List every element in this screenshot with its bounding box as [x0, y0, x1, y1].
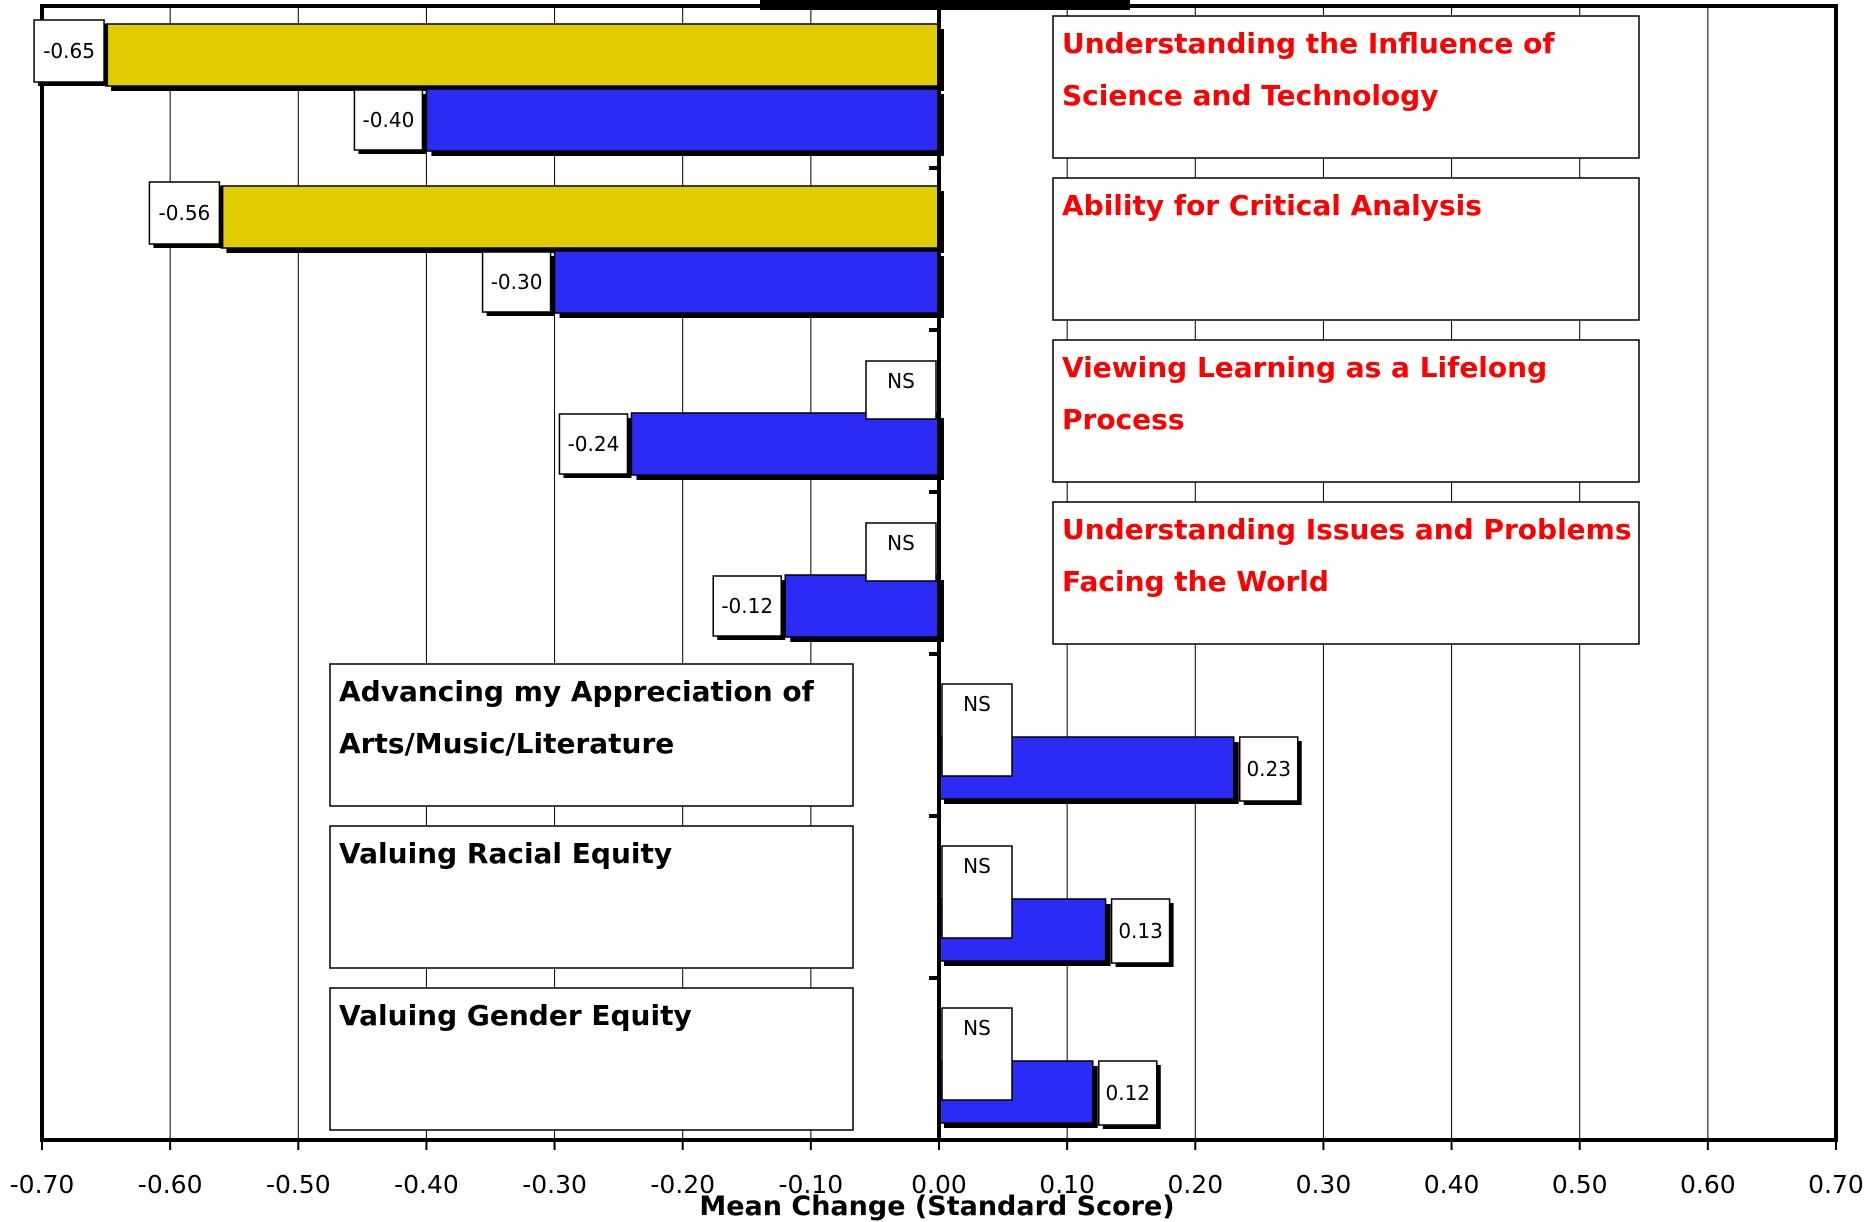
bar-blue — [425, 88, 940, 152]
category-label: Process — [1062, 403, 1185, 436]
x-tick-label: 0.00 — [911, 1170, 967, 1199]
data-label-box — [1238, 736, 1299, 802]
x-tick-label: 0.10 — [1039, 1170, 1095, 1199]
ns-label: NS — [963, 1016, 991, 1040]
ns-label: NS — [887, 369, 915, 393]
category-label: Ability for Critical Analysis — [1062, 189, 1482, 222]
category-label: Arts/Music/Literature — [339, 727, 674, 760]
category-label: Valuing Gender Equity — [339, 999, 692, 1032]
data-label-box — [33, 19, 105, 83]
x-tick-label: -0.10 — [779, 1170, 844, 1199]
data-label: -0.65 — [43, 39, 95, 63]
category-label: Advancing my Appreciation of — [339, 675, 815, 708]
bar-blue — [630, 412, 940, 476]
ns-box — [865, 360, 937, 420]
x-tick-label: 0.70 — [1808, 1170, 1864, 1199]
data-label-box — [148, 181, 221, 245]
data-label: -0.24 — [568, 432, 620, 456]
data-label: -0.12 — [721, 594, 773, 618]
axes: -0.70 -0.60 -0.50 -0.40 -0.30 -0.20 -0.10 0.00 0… — [10, 0, 1864, 1199]
data-label: -0.40 — [363, 108, 415, 132]
x-axis-title: Mean Change (Standard Score) — [699, 1191, 1174, 1222]
ns-box — [865, 522, 937, 582]
category-label-boxes: Understanding the Influence of Science an… — [329, 15, 1640, 1131]
ns-box — [941, 1007, 1013, 1101]
data-label: 0.12 — [1106, 1081, 1151, 1105]
bars — [105, 23, 1239, 1128]
ns-label: NS — [963, 854, 991, 878]
category-label: Understanding the Influence of — [1062, 27, 1555, 60]
category-label: Facing the World — [1062, 565, 1329, 598]
x-tick-label: 0.50 — [1552, 1170, 1608, 1199]
x-tick-label: -0.60 — [138, 1170, 203, 1199]
data-label-box — [1098, 1060, 1158, 1126]
category-label: Science and Technology — [1062, 79, 1438, 112]
bar-yellow — [220, 185, 940, 249]
x-tick-label: 0.20 — [1167, 1170, 1223, 1199]
x-tick-label: 0.30 — [1296, 1170, 1352, 1199]
bar-blue — [553, 250, 940, 314]
data-label: 0.13 — [1118, 919, 1163, 943]
data-label: 0.23 — [1246, 757, 1291, 781]
x-tick-label: -0.70 — [10, 1170, 75, 1199]
bar-yellow — [105, 23, 940, 87]
data-label-box — [481, 251, 552, 313]
x-tick-label: -0.50 — [266, 1170, 331, 1199]
category-box — [329, 987, 854, 1131]
data-label-box — [1110, 898, 1171, 964]
x-tick-label: 0.60 — [1680, 1170, 1736, 1199]
x-tick-label: -0.30 — [522, 1170, 587, 1199]
ns-label: NS — [963, 692, 991, 716]
data-label-box — [712, 575, 782, 637]
category-box — [1052, 15, 1640, 159]
category-box — [1052, 339, 1640, 483]
x-tick-label: 0.40 — [1424, 1170, 1480, 1199]
bar-blue — [784, 574, 940, 638]
x-tick-label: -0.20 — [650, 1170, 715, 1199]
category-box — [1052, 177, 1640, 321]
data-label-box — [353, 89, 424, 151]
data-label-box — [558, 413, 629, 475]
category-label: Viewing Learning as a Lifelong — [1062, 351, 1547, 384]
category-label: Valuing Racial Equity — [339, 837, 672, 870]
ns-box — [941, 845, 1013, 939]
category-label: Understanding Issues and Problems — [1062, 513, 1632, 546]
category-box — [1052, 501, 1640, 645]
ns-label: NS — [887, 531, 915, 555]
category-box — [329, 825, 854, 969]
x-tick-label: -0.40 — [394, 1170, 459, 1199]
ns-box — [941, 683, 1013, 777]
value-labels: -0.65 -0.40 -0.56 -0.30 NS -0.24 NS -0.12 NS 0.23… — [33, 19, 1302, 1129]
data-label: -0.56 — [159, 201, 211, 225]
data-label: -0.30 — [491, 270, 543, 294]
category-box — [329, 663, 854, 807]
